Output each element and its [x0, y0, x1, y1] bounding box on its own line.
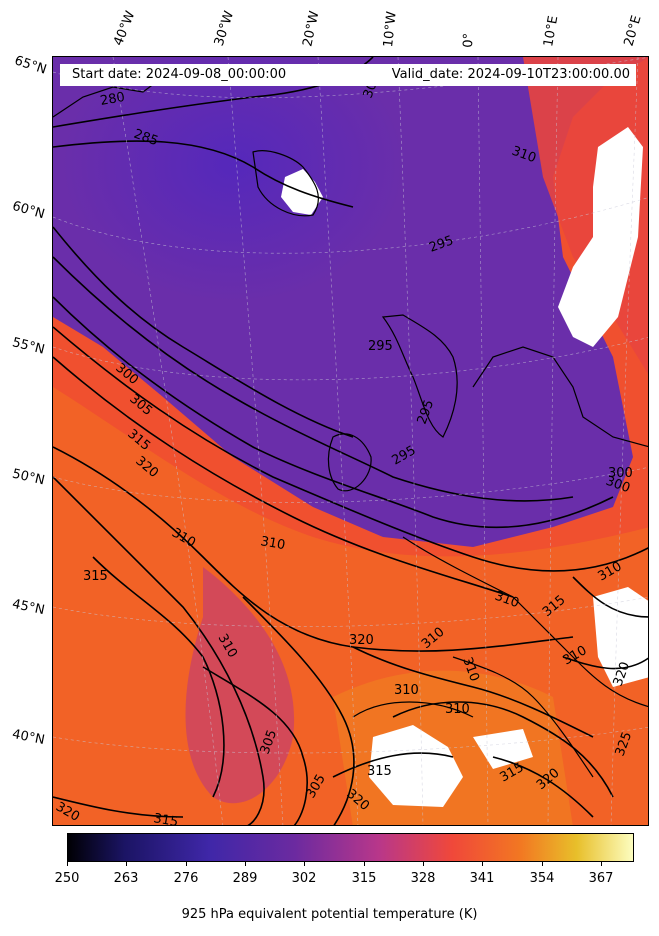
lat-label-40n: 40°N — [10, 727, 46, 748]
contour-label: 280 — [99, 90, 126, 109]
colorbar-tick-label: 289 — [232, 871, 258, 886]
lon-label-0: 0° — [461, 32, 477, 48]
lon-label-20w: 20°W — [300, 9, 323, 48]
colorbar-tick-label: 354 — [529, 871, 555, 886]
contour-label: 295 — [368, 339, 393, 354]
contour-label: 315 — [367, 764, 392, 779]
colorbar-tick — [364, 862, 365, 866]
colorbar-title: 925 hPa equivalent potential temperature… — [181, 907, 478, 922]
colorbar-tick — [304, 862, 305, 866]
colorbar-tick — [67, 862, 68, 866]
lat-label-65n: 65°N — [12, 53, 49, 78]
colorbar-tick-label: 302 — [291, 871, 317, 886]
lat-label-55n: 55°N — [10, 335, 47, 358]
missing-data-iberia — [369, 725, 463, 807]
colorbar — [67, 833, 634, 862]
colorbar-tick-label: 367 — [588, 871, 614, 886]
graticule — [53, 57, 648, 825]
missing-data-norway — [558, 127, 643, 347]
colorbar-tick — [126, 862, 127, 866]
colorbar-tick-label: 276 — [173, 871, 199, 886]
map-svg: 285 280 295 300 310 295 300 305 315 320 … — [53, 57, 648, 826]
lon-label-40w: 40°W — [111, 9, 139, 48]
colorbar-tick-label: 263 — [113, 871, 139, 886]
contour-label: 300 — [608, 466, 633, 481]
colorbar-tick-label: 250 — [54, 871, 80, 886]
colorbar-tick — [601, 862, 602, 866]
colorbar-tick-label: 341 — [469, 871, 495, 886]
colorbar-tick-label: 315 — [351, 871, 377, 886]
contour-label: 310 — [445, 702, 470, 717]
contour-label: 310 — [394, 683, 419, 698]
contour-label: 310 — [259, 534, 286, 553]
colorbar-tick — [423, 862, 424, 866]
coastlines — [53, 76, 648, 778]
cold-core — [53, 57, 503, 417]
lat-label-45n: 45°N — [10, 596, 46, 619]
missing-data-atlas — [473, 729, 533, 769]
colorbar-tick — [186, 862, 187, 866]
contour-label: 315 — [152, 811, 179, 826]
colorbar-tick — [245, 862, 246, 866]
start-date: Start date: 2024-09-08_00:00:00 — [72, 67, 287, 82]
lat-label-50n: 50°N — [10, 466, 47, 489]
mid-atlantic-tongue — [185, 567, 295, 804]
lat-label-60n: 60°N — [10, 198, 47, 223]
lon-label-30w: 30°W — [211, 9, 238, 48]
info-bar: Start date: 2024-09-08_00:00:00 Valid_da… — [60, 64, 636, 86]
missing-data-alps — [593, 587, 648, 687]
valid-date: Valid_date: 2024-09-10T23:00:00.00 — [391, 67, 630, 82]
lon-label-10w: 10°W — [381, 10, 400, 49]
colorbar-tick-label: 328 — [410, 871, 436, 886]
colorbar-tick — [542, 862, 543, 866]
lon-label-20e: 20°E — [621, 13, 645, 48]
map-frame: 285 280 295 300 310 295 300 305 315 320 … — [52, 56, 649, 826]
contour-label: 315 — [83, 569, 108, 584]
contour-label: 320 — [349, 633, 374, 648]
lon-label-10e: 10°E — [541, 14, 562, 48]
colorbar-tick — [482, 862, 483, 866]
